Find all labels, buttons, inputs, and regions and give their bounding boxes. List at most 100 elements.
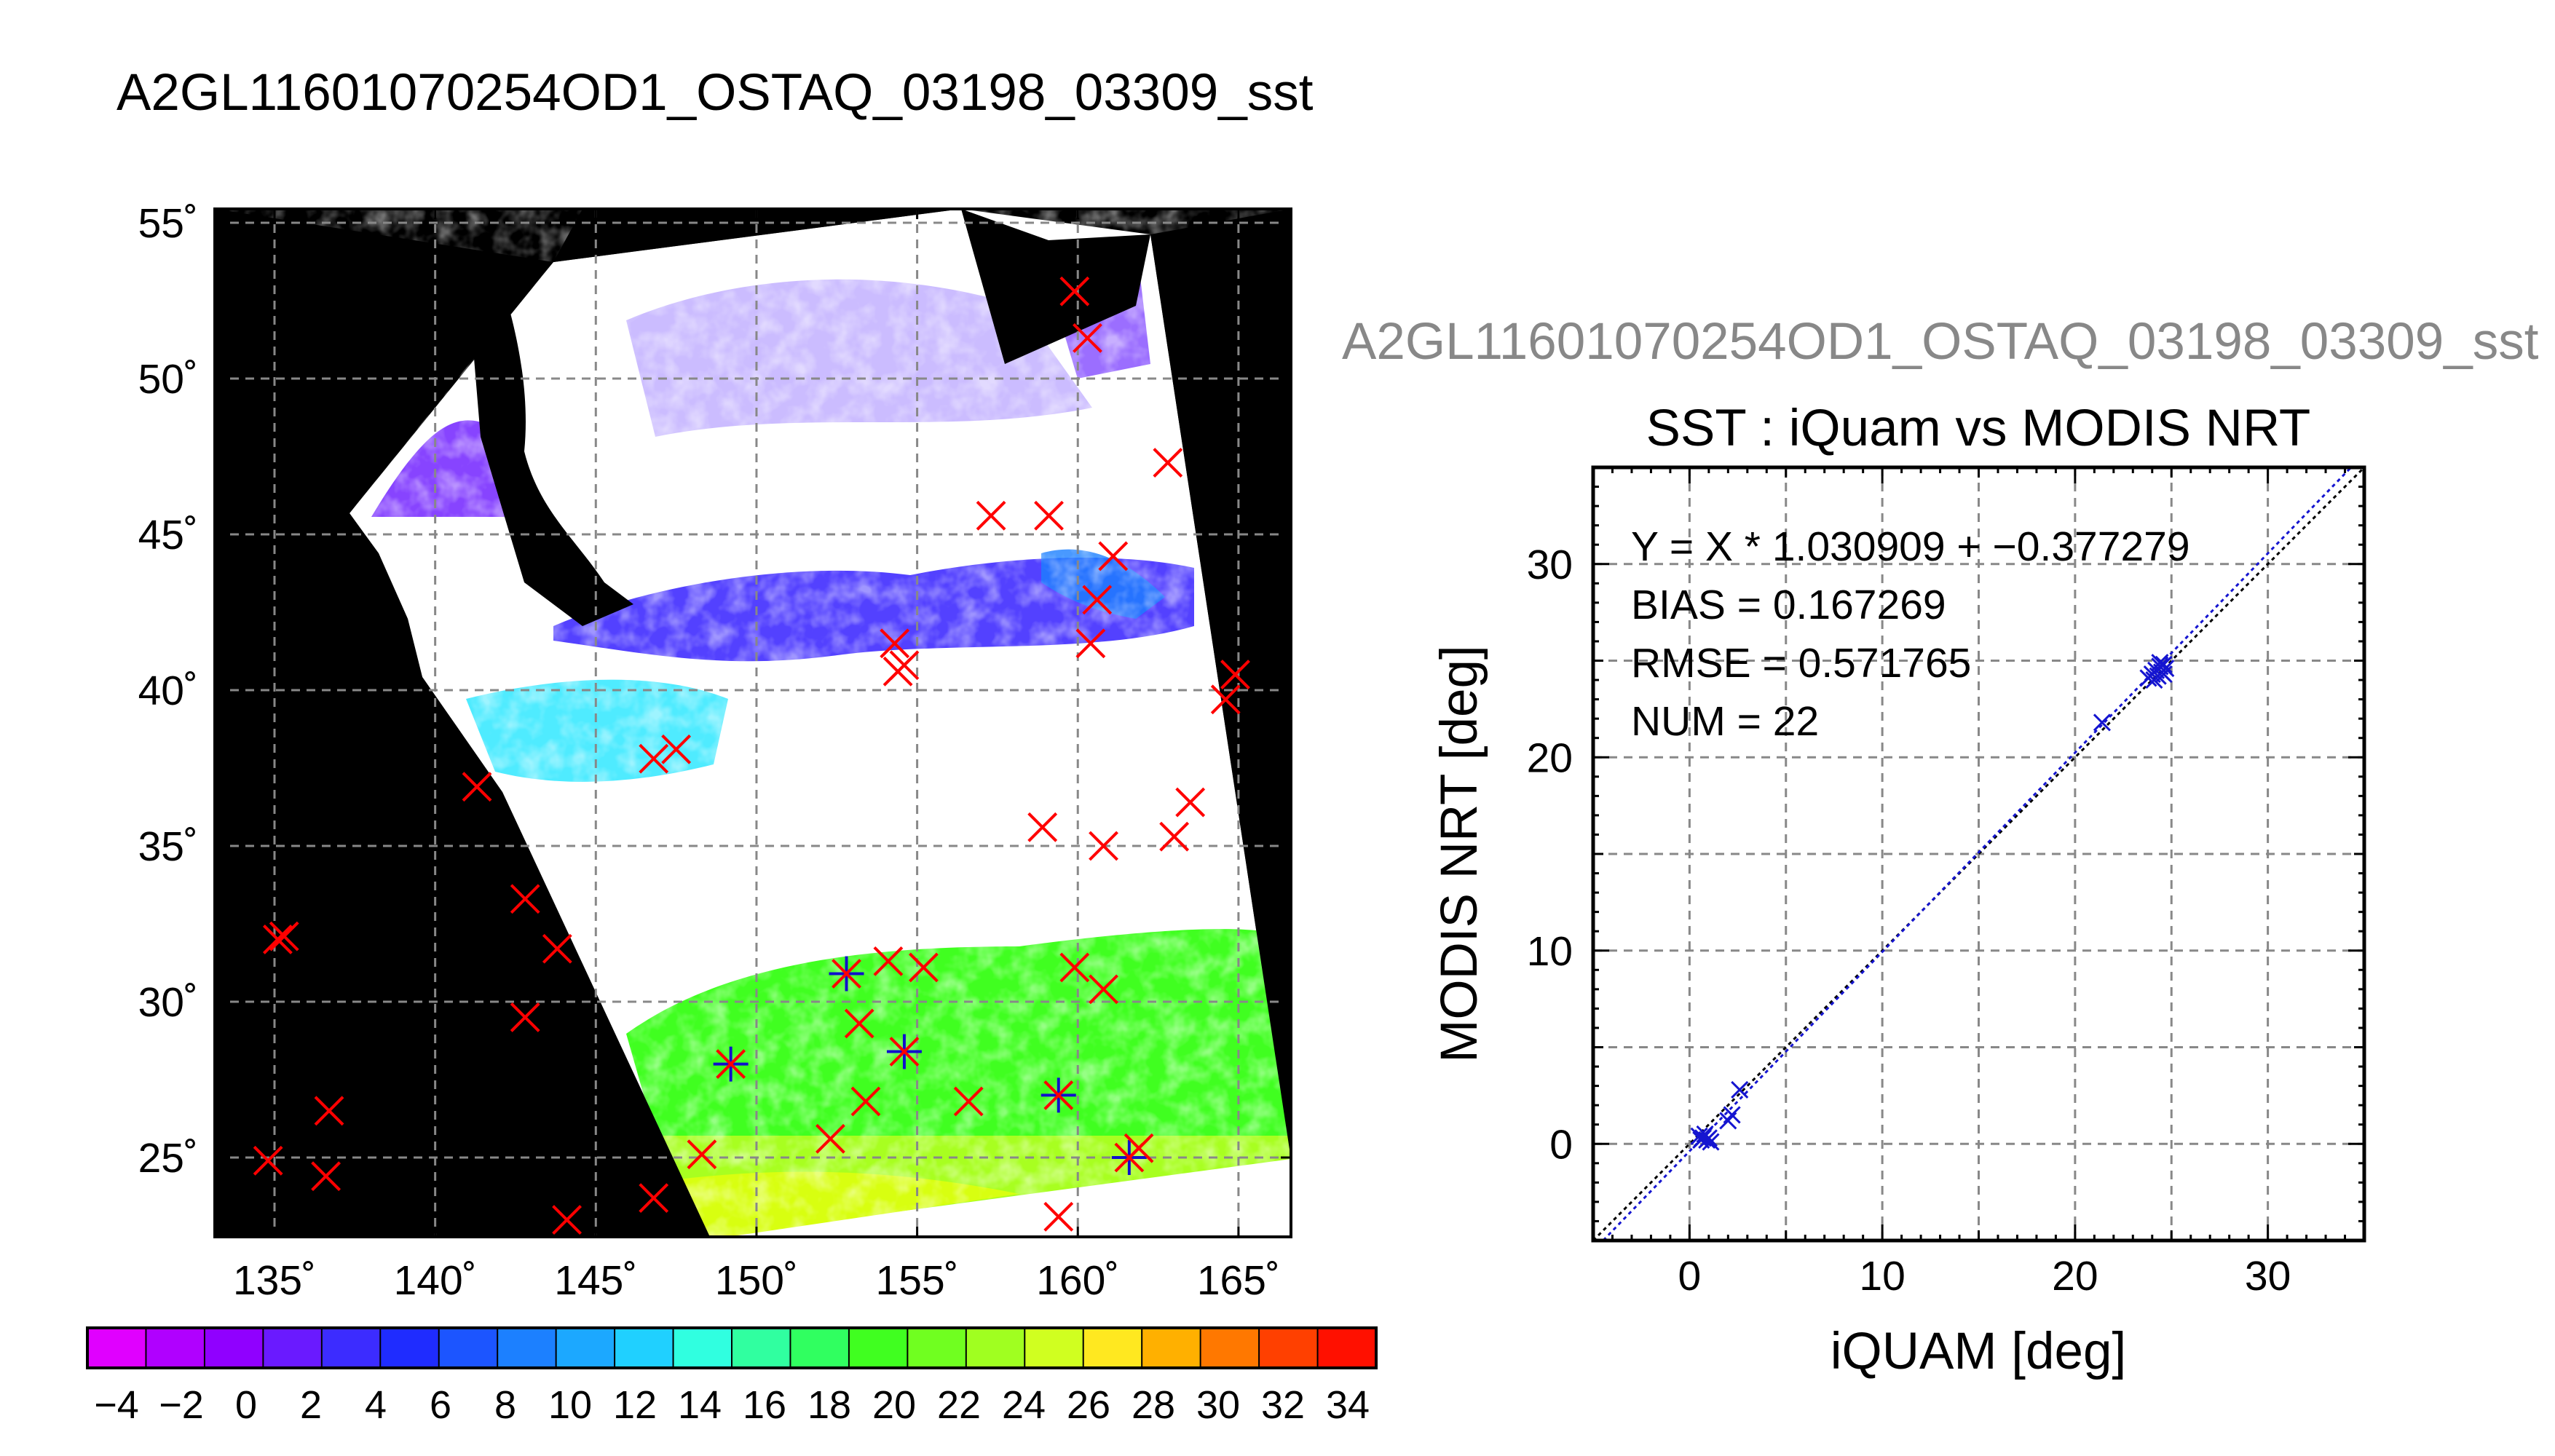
map-marker xyxy=(1034,500,1064,531)
page-title: A2GL11601070254OD1_OSTAQ_03198_03309_sst xyxy=(117,64,1314,122)
colorbar-cell xyxy=(145,1327,206,1369)
colorbar-label: 2 xyxy=(300,1383,322,1427)
map-marker xyxy=(269,921,299,951)
colorbar-label: 6 xyxy=(430,1383,451,1427)
colorbar-cell xyxy=(907,1327,968,1369)
colorbar-label: 14 xyxy=(678,1383,722,1427)
map-marker xyxy=(1089,831,1118,861)
colorbar-label: 20 xyxy=(872,1383,916,1427)
colorbar-label: 22 xyxy=(937,1383,981,1427)
colorbar-cell xyxy=(1316,1327,1378,1369)
colorbar: −4 −2 0 2 4 6 8 10 12 14 16 18 20 22 24 26 28 30 32 34 xyxy=(86,1326,1378,1427)
map-marker xyxy=(639,743,669,774)
colorbar-label: 10 xyxy=(548,1383,592,1427)
scatter-point xyxy=(2155,665,2173,684)
map-marker xyxy=(1059,276,1090,306)
colorbar-cell xyxy=(1082,1327,1143,1369)
y-tick-label: 10 xyxy=(1527,928,1573,975)
colorbar-cell xyxy=(848,1327,909,1369)
map-marker xyxy=(462,772,492,802)
x-tick-label: 10 xyxy=(1859,1253,1905,1299)
colorbar-label: 34 xyxy=(1326,1383,1370,1427)
stat-num: NUM = 22 xyxy=(1631,698,1819,745)
map-marker xyxy=(816,1123,845,1154)
map-marker xyxy=(1220,660,1250,690)
colorbar-cell xyxy=(262,1327,323,1369)
colorbar-cell xyxy=(379,1327,441,1369)
scatter-point xyxy=(1731,1080,1749,1099)
colorbar-cell xyxy=(320,1327,382,1369)
map-marker xyxy=(1075,628,1106,659)
stat-bias: BIAS = 0.167269 xyxy=(1631,582,1946,628)
colorbar-label: 32 xyxy=(1261,1383,1305,1427)
colorbar-label: 28 xyxy=(1132,1383,1175,1427)
colorbar-cell xyxy=(731,1327,791,1369)
x-tick-label: 20 xyxy=(2052,1253,2098,1299)
colorbar-label: 24 xyxy=(1002,1383,1046,1427)
map-marker xyxy=(510,884,540,914)
map-marker xyxy=(1210,684,1241,715)
map-marker xyxy=(311,1161,341,1192)
lon-tick-label: 155˚ xyxy=(876,1257,959,1304)
lon-tick-label: 135˚ xyxy=(233,1257,316,1304)
land-kamchatka xyxy=(961,209,1150,364)
map-marker xyxy=(1175,787,1206,818)
colorbar-label: 16 xyxy=(743,1383,786,1427)
right-panel-title: A2GL11601070254OD1_OSTAQ_03198_03309_sst xyxy=(1342,313,2539,371)
stats-box: Y = X * 1.030909 + −0.377279 BIAS = 0.16… xyxy=(1631,523,2190,745)
colorbar-label: 0 xyxy=(235,1383,257,1427)
map-marker xyxy=(1082,585,1113,615)
map-marker xyxy=(661,734,692,764)
y-axis-label: MODIS NRT [deg] xyxy=(1431,645,1488,1062)
colorbar-cell xyxy=(555,1327,616,1369)
colorbar-label: 18 xyxy=(807,1383,851,1427)
fit-line xyxy=(1601,467,2353,1241)
map-marker xyxy=(1153,448,1183,478)
map-marker xyxy=(1059,952,1090,983)
colorbar-label: 26 xyxy=(1067,1383,1110,1427)
x-tick-label: 30 xyxy=(2245,1253,2291,1299)
lat-axis-labels: 55˚ 50˚ 45˚ 40˚ 35˚ 30˚ 25˚ xyxy=(138,200,198,1182)
map-marker xyxy=(1098,541,1129,571)
scatter-points xyxy=(1690,654,2175,1151)
stat-rmse: RMSE = 0.571765 xyxy=(1631,640,1971,687)
map-ticks xyxy=(215,209,1291,1237)
lat-tick-label: 35˚ xyxy=(138,823,198,870)
map-marker xyxy=(552,1205,582,1235)
map-marker xyxy=(1089,974,1118,1005)
scatter-point xyxy=(1699,1129,1718,1147)
colorbar-frame xyxy=(86,1326,1378,1369)
colorbar-cell xyxy=(1258,1327,1319,1369)
colorbar-cells xyxy=(87,1327,1378,1369)
land-east xyxy=(1150,209,1291,1159)
map-marker xyxy=(716,1049,746,1080)
map-marker xyxy=(639,1183,669,1214)
map-marker xyxy=(844,1008,874,1039)
lon-tick-label: 140˚ xyxy=(394,1257,477,1304)
map-marker xyxy=(1073,323,1102,353)
map-marker xyxy=(510,1002,540,1032)
scatter-chart: SST : iQuam vs MODIS NRT 0 10 20 30 0 10 20 30… xyxy=(1431,400,2366,1380)
colorbar-cell xyxy=(789,1327,850,1369)
colorbar-label: −4 xyxy=(94,1383,139,1427)
map-marker xyxy=(850,1086,881,1117)
map-marker xyxy=(687,1139,717,1170)
scatter-point xyxy=(1719,1112,1737,1130)
chart-title: SST : iQuam vs MODIS NRT xyxy=(1646,400,2311,457)
map-grid xyxy=(215,209,1291,1237)
scatter-point xyxy=(1723,1106,1741,1124)
lat-tick-label: 45˚ xyxy=(138,512,198,558)
map-marker xyxy=(1159,821,1190,852)
map-marker xyxy=(542,933,572,964)
colorbar-cell xyxy=(1024,1327,1085,1369)
y-tick-label: 20 xyxy=(1527,735,1573,781)
scatter-point xyxy=(1702,1133,1720,1151)
y-tick-label: 0 xyxy=(1549,1121,1573,1168)
map-marker xyxy=(1043,1201,1074,1232)
scatter-grid xyxy=(1593,467,2364,1241)
map-marker xyxy=(976,500,1006,531)
map-frame xyxy=(213,207,1292,1238)
stat-fit-equation: Y = X * 1.030909 + −0.377279 xyxy=(1631,523,2190,570)
colorbar-label: 30 xyxy=(1196,1383,1240,1427)
